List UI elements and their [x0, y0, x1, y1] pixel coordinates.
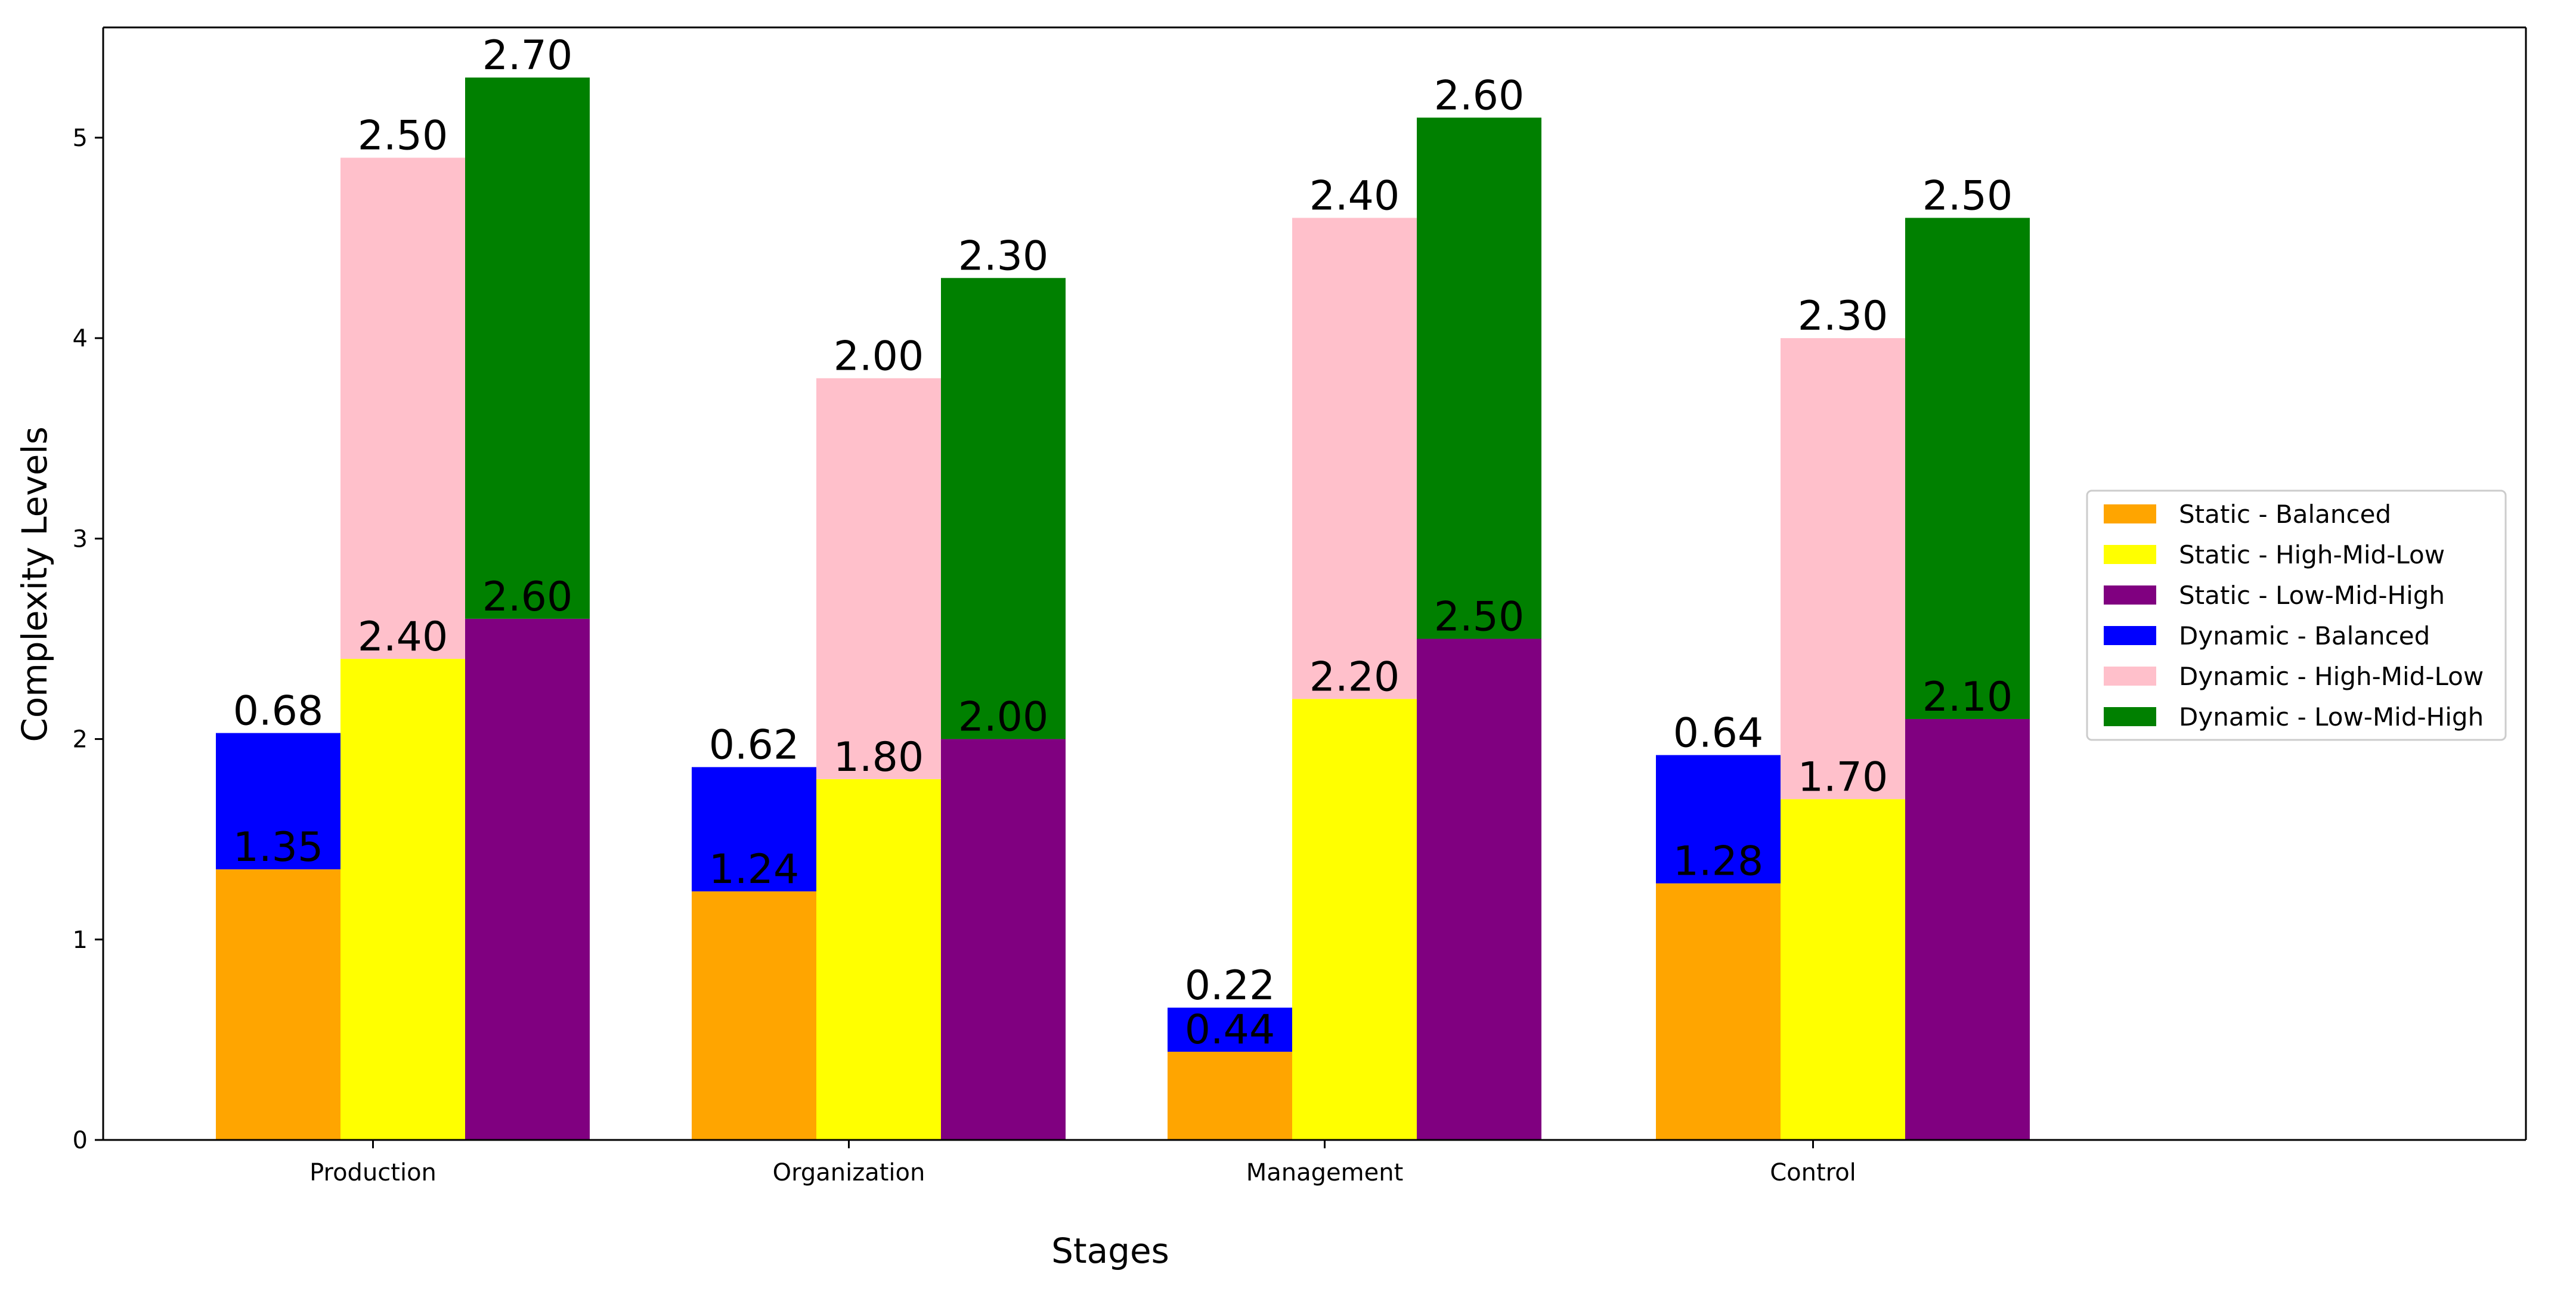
bars-layer — [216, 78, 2030, 1140]
bar-dynamic-balanced-control — [1656, 755, 1781, 884]
bar-dynamic-low-mid-high-organization — [941, 278, 1066, 739]
legend-label-dynamic-balanced: Dynamic - Balanced — [2179, 621, 2430, 650]
y-tick-label-3: 3 — [73, 525, 88, 553]
label-dynamic-low-mid-high-control: 2.50 — [1922, 172, 2012, 219]
y-ticks: 0 1 2 3 4 5 — [73, 125, 103, 1154]
bar-dynamic-high-mid-low-production — [340, 157, 465, 659]
bar-static-balanced-organization — [692, 891, 816, 1140]
bar-dynamic-high-mid-low-organization — [816, 378, 941, 779]
bar-dynamic-high-mid-low-management — [1292, 218, 1417, 699]
x-ticks: Production Organization Management Control — [309, 1140, 1856, 1186]
legend-swatch-dynamic-balanced — [2104, 626, 2156, 645]
bar-static-high-mid-low-organization — [816, 779, 941, 1140]
legend-swatch-static-balanced — [2104, 504, 2156, 523]
label-static-balanced-management: 0.44 — [1185, 1006, 1275, 1053]
bar-static-balanced-control — [1656, 883, 1781, 1140]
legend-label-static-low-mid-high: Static - Low-Mid-High — [2179, 581, 2445, 610]
bar-dynamic-low-mid-high-production — [465, 78, 590, 619]
y-tick-label-5: 5 — [73, 125, 88, 152]
legend-swatch-static-high-mid-low — [2104, 545, 2156, 564]
legend-label-static-high-mid-low: Static - High-Mid-Low — [2179, 540, 2445, 569]
label-dynamic-balanced-organization: 0.62 — [709, 722, 799, 769]
y-tick-label-0: 0 — [73, 1127, 88, 1154]
label-dynamic-low-mid-high-management: 2.60 — [1434, 72, 1524, 119]
label-static-high-mid-low-production: 2.40 — [358, 613, 448, 661]
y-tick-label-1: 1 — [73, 927, 88, 954]
label-static-balanced-production: 1.35 — [233, 824, 323, 871]
bar-static-low-mid-high-control — [1905, 718, 2030, 1140]
bar-static-low-mid-high-management — [1417, 639, 1541, 1140]
label-dynamic-balanced-control: 0.64 — [1673, 709, 1763, 757]
label-static-high-mid-low-management: 2.20 — [1309, 653, 1400, 701]
bar-static-balanced-production — [216, 869, 340, 1140]
bar-static-high-mid-low-production — [340, 659, 465, 1140]
legend-swatch-static-low-mid-high — [2104, 585, 2156, 605]
label-dynamic-balanced-production: 0.68 — [233, 687, 323, 735]
label-dynamic-low-mid-high-production: 2.70 — [482, 32, 572, 79]
label-dynamic-balanced-management: 0.22 — [1185, 962, 1275, 1009]
x-tick-label-control: Control — [1770, 1159, 1856, 1186]
legend-label-dynamic-high-mid-low: Dynamic - High-Mid-Low — [2179, 662, 2484, 691]
bar-dynamic-balanced-management — [1168, 1008, 1292, 1052]
bar-static-high-mid-low-management — [1292, 699, 1417, 1140]
label-static-balanced-control: 1.28 — [1673, 838, 1763, 885]
label-dynamic-high-mid-low-control: 2.30 — [1798, 293, 1888, 340]
axes-layer — [102, 26, 2527, 1141]
x-tick-label-production: Production — [309, 1159, 436, 1186]
legend-label-dynamic-low-mid-high: Dynamic - Low-Mid-High — [2179, 702, 2484, 732]
legend-frame — [2086, 489, 2507, 741]
label-static-balanced-organization: 1.24 — [709, 846, 799, 893]
y-axis-title: Complexity Levels — [14, 426, 55, 742]
label-dynamic-high-mid-low-management: 2.40 — [1309, 172, 1400, 219]
bar-dynamic-balanced-production — [216, 733, 340, 870]
label-static-high-mid-low-control: 1.70 — [1798, 754, 1888, 801]
y-tick-label-2: 2 — [73, 726, 88, 754]
legend-label-static-balanced: Static - Balanced — [2179, 500, 2391, 529]
bar-labels-layer: 1.35 0.68 2.40 2.50 2.60 2.70 1.24 0.62 1.80 2.00… — [233, 32, 2012, 1053]
label-static-low-mid-high-production: 2.60 — [482, 574, 572, 621]
bar-static-low-mid-high-organization — [941, 739, 1066, 1140]
label-static-low-mid-high-management: 2.50 — [1434, 593, 1524, 640]
label-static-low-mid-high-organization: 2.00 — [958, 694, 1048, 741]
bar-dynamic-low-mid-high-management — [1417, 117, 1541, 639]
label-dynamic-high-mid-low-production: 2.50 — [358, 113, 448, 160]
x-tick-label-management: Management — [1246, 1159, 1404, 1186]
legend: Static - Balanced Static - High-Mid-Low St… — [2086, 489, 2507, 741]
label-static-low-mid-high-control: 2.10 — [1922, 674, 2012, 721]
bar-dynamic-high-mid-low-control — [1781, 338, 1905, 800]
bar-static-high-mid-low-control — [1781, 799, 1905, 1140]
label-dynamic-low-mid-high-organization: 2.30 — [958, 233, 1048, 280]
bar-static-low-mid-high-production — [465, 618, 590, 1140]
label-static-high-mid-low-organization: 1.80 — [834, 734, 924, 781]
bar-dynamic-low-mid-high-control — [1905, 218, 2030, 719]
bar-static-balanced-management — [1168, 1052, 1292, 1140]
bar-dynamic-balanced-organization — [692, 767, 816, 892]
y-tick-label-4: 4 — [73, 325, 88, 352]
x-axis-title: Stages — [1051, 1231, 1169, 1271]
legend-swatch-dynamic-high-mid-low — [2104, 667, 2156, 686]
legend-swatch-dynamic-low-mid-high — [2104, 707, 2156, 726]
x-tick-label-organization: Organization — [773, 1159, 925, 1186]
label-dynamic-high-mid-low-organization: 2.00 — [834, 333, 924, 380]
